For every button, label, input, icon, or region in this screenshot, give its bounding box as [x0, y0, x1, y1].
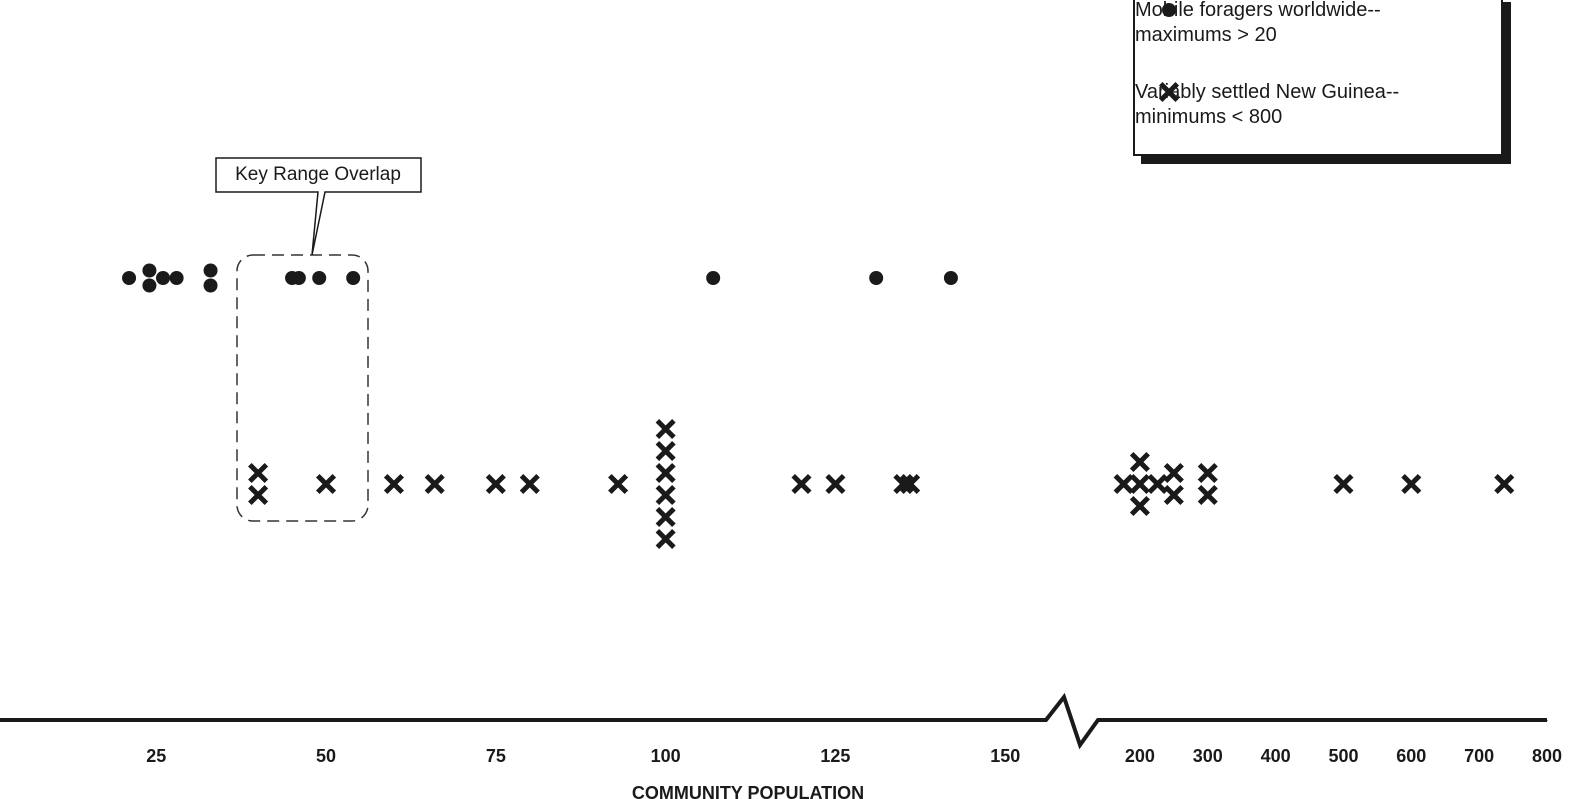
dot — [706, 271, 721, 285]
x-tick-label: 75 — [486, 746, 506, 766]
cross — [315, 473, 337, 495]
cross — [1158, 81, 1180, 103]
cross — [1113, 473, 1134, 495]
legend-icon — [1162, 3, 1176, 17]
cross — [655, 528, 676, 550]
legend-item: Variably settled New Guinea--minimums < … — [1135, 80, 1435, 130]
dot — [156, 271, 171, 285]
cross — [1401, 473, 1422, 495]
cross — [791, 473, 812, 495]
legend: Mobile foragers worldwide--maximums > 20… — [1133, 0, 1503, 156]
dot — [169, 271, 184, 285]
cross — [1129, 495, 1150, 517]
dot — [346, 271, 361, 285]
cross — [1147, 473, 1168, 495]
x-tick-label: 200 — [1125, 746, 1155, 766]
x-tick-label: 400 — [1261, 746, 1291, 766]
cross — [1163, 484, 1184, 506]
dot — [291, 271, 306, 285]
x-tick-label: 500 — [1328, 746, 1358, 766]
cross — [1129, 451, 1150, 473]
cross — [655, 440, 676, 462]
cross — [1163, 462, 1184, 484]
cross — [485, 473, 506, 495]
cross — [608, 473, 629, 495]
x-tick-label: 150 — [990, 746, 1020, 766]
cross — [1494, 473, 1515, 495]
x-tick-label: 600 — [1396, 746, 1426, 766]
x-tick-label: 700 — [1464, 746, 1494, 766]
axis-line — [0, 692, 1547, 750]
dot — [203, 263, 218, 278]
cross — [248, 484, 269, 506]
cross — [900, 473, 921, 495]
cross — [248, 462, 269, 484]
cross — [1333, 473, 1354, 495]
callout-box — [215, 157, 422, 256]
x-tick-label: 25 — [146, 746, 166, 766]
x-tick-label: 125 — [820, 746, 850, 766]
x-axis-label: COMMUNITY POPULATION — [632, 783, 864, 799]
dot — [122, 271, 137, 285]
dot — [142, 278, 157, 293]
dot — [312, 271, 327, 285]
legend-item: Mobile foragers worldwide--maximums > 20 — [1135, 0, 1435, 48]
annotation: Key Range Overlap — [235, 164, 401, 185]
cross — [655, 484, 676, 506]
x-tick-label: 50 — [316, 746, 336, 766]
dot — [869, 271, 884, 285]
overlap-region — [236, 254, 369, 522]
x-tick-label: 800 — [1532, 746, 1562, 766]
cross — [1129, 473, 1150, 495]
cross — [1197, 462, 1218, 484]
cross — [383, 473, 404, 495]
dot — [943, 271, 958, 285]
legend-label: Mobile foragers worldwide--maximums > 20 — [1135, 0, 1381, 46]
cross — [655, 462, 676, 484]
cross — [424, 473, 445, 495]
dot — [142, 263, 157, 278]
cross — [655, 418, 676, 440]
dot — [1162, 3, 1176, 17]
dot — [203, 278, 218, 293]
legend-icon — [1158, 81, 1180, 103]
cross — [1197, 484, 1218, 506]
cross — [825, 473, 846, 495]
x-tick-label: 300 — [1193, 746, 1223, 766]
x-tick-label: 100 — [651, 746, 681, 766]
cross — [519, 473, 540, 495]
legend-label: Variably settled New Guinea--minimums < … — [1135, 81, 1400, 128]
cross — [655, 506, 676, 528]
x-axis: 25 50 75 100 125 150 200 300 400 500 600 700 800 — [0, 692, 1562, 766]
